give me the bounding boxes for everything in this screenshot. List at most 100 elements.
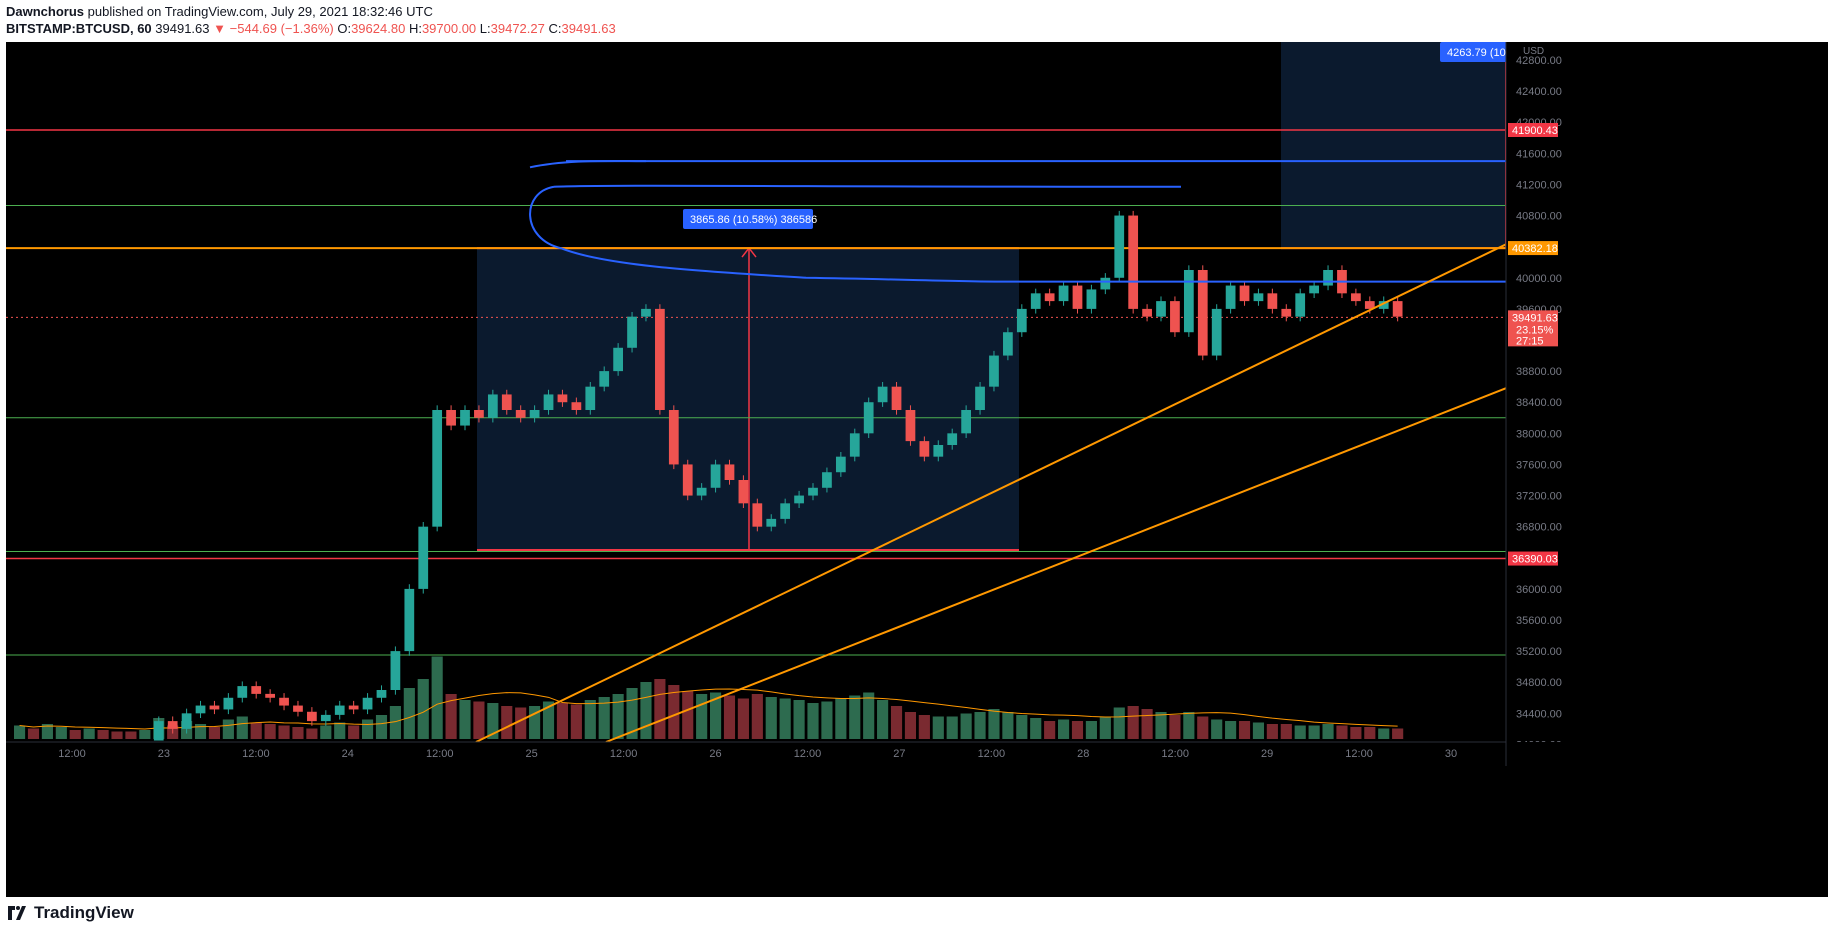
measure-box-right [1281, 42, 1506, 249]
candle-body [1309, 285, 1319, 294]
volume-bar [55, 727, 67, 739]
candle-body [668, 410, 679, 465]
candle-body [780, 503, 791, 519]
change-value: −544.69 (−1.36%) [229, 21, 334, 36]
candle-body [1378, 301, 1389, 309]
volume-bar [918, 715, 930, 739]
volume-bar [515, 707, 527, 739]
time-tick-label: 12:00 [1345, 748, 1373, 760]
volume-bar [1211, 719, 1223, 739]
volume-bar [111, 731, 123, 739]
volume-bar [320, 725, 332, 739]
volume-bar [1350, 727, 1362, 739]
volume-bar [807, 703, 819, 739]
volume-bar [403, 688, 415, 739]
candle-body [1128, 215, 1139, 309]
candle-body [1156, 301, 1166, 317]
volume-bar [529, 706, 541, 739]
candle-body [1295, 293, 1306, 317]
volume-bar [292, 727, 304, 739]
resistance-mid-price-tag-bg [1508, 241, 1558, 256]
published-text: published on TradingView.com, July 29, 2… [87, 4, 433, 19]
trendline-lower [605, 387, 1507, 743]
volume-bar [389, 706, 401, 739]
candle-body [1351, 293, 1361, 302]
candle-body [752, 503, 763, 527]
volume-bar [278, 725, 290, 739]
candle-body [1225, 285, 1236, 309]
symbol-label[interactable]: BITSTAMP:BTCUSD, 60 [6, 21, 152, 36]
volume-bar [1308, 725, 1320, 739]
volume-bar [821, 701, 833, 739]
resistance-mid-price-tag: 40382.18 [1512, 243, 1558, 255]
candle-body [1211, 308, 1222, 356]
volume-bar [250, 722, 262, 739]
volume-bar [139, 730, 151, 739]
candle-body [975, 386, 985, 410]
candle-body [418, 526, 429, 589]
last-price-tag-extra: 23.15% [1516, 324, 1554, 336]
author-name[interactable]: Dawnchorus [6, 4, 85, 19]
volume-bar [375, 715, 388, 739]
volume-bar [1085, 721, 1097, 739]
candle-body [1267, 293, 1278, 309]
time-tick-label: 25 [526, 748, 538, 760]
last-price-value: 39491.63 [155, 21, 210, 36]
volume-bar [626, 688, 638, 739]
volume-bar [1016, 715, 1028, 739]
candle-body [905, 410, 916, 442]
candle-body [849, 433, 860, 457]
low-value: 39472.27 [490, 21, 545, 36]
chart-canvas[interactable]: 3865.86 (10.58%) 386586 4263.79 (10. 4280… [6, 42, 1828, 897]
volume-bar [1266, 724, 1278, 739]
price-tick-label: 37200.00 [1516, 491, 1562, 503]
volume-bar [1378, 728, 1390, 739]
candle-body [320, 714, 331, 722]
volume-bar [877, 700, 889, 739]
trendline-upper [475, 243, 1507, 743]
volume-bar [125, 731, 137, 739]
candle-body [390, 651, 401, 690]
ohlc-legend: BITSTAMP:BTCUSD, 60 39491.63 ▼ −544.69 (… [6, 20, 1806, 37]
candle-body [195, 705, 206, 714]
volume-bar [41, 724, 53, 739]
volume-bar [236, 716, 248, 739]
candle-body [501, 394, 512, 410]
measure-label-left: 3865.86 (10.58%) 386586 [690, 214, 817, 226]
volume-bar [1197, 716, 1209, 739]
candle-body [1086, 289, 1097, 309]
time-tick-label: 12:00 [978, 748, 1006, 760]
price-tick-label: 34400.00 [1516, 708, 1562, 720]
price-tick-label: 42800.00 [1516, 55, 1562, 67]
volume-bar [1099, 716, 1111, 739]
candle-body [307, 711, 317, 722]
candle-body [348, 705, 359, 710]
volume-bar [1113, 707, 1125, 739]
candle-body [1003, 332, 1013, 356]
candle-body [1030, 293, 1041, 309]
candle-body [1253, 293, 1264, 302]
volume-bar [1183, 712, 1195, 739]
volume-bar [14, 725, 26, 739]
blue-vwap-line [529, 185, 1506, 283]
resistance-top-price-tag: 41900.43 [1512, 125, 1558, 137]
support-price-tag: 36390.03 [1512, 554, 1558, 566]
candle-body [1239, 285, 1250, 302]
volume-bar [1058, 719, 1070, 739]
measure-label-right-bg [1440, 42, 1508, 62]
price-chart[interactable]: 3865.86 (10.58%) 386586 4263.79 (10. 4280… [6, 42, 1828, 897]
price-tick-label: 36000.00 [1516, 584, 1562, 596]
candle-body [1323, 270, 1333, 286]
volume-bar [710, 692, 722, 739]
candle-body [474, 410, 484, 418]
time-tick-label: 12:00 [426, 748, 454, 760]
brand-name[interactable]: TradingView [34, 903, 134, 922]
candle-body [279, 697, 289, 706]
close-label: C: [548, 21, 562, 36]
volume-bar [208, 727, 221, 739]
candle-body [1100, 277, 1111, 290]
volume-bar [960, 713, 972, 739]
candle-body [334, 705, 345, 715]
candle-body [794, 495, 804, 504]
time-tick-label: 28 [1077, 748, 1089, 760]
